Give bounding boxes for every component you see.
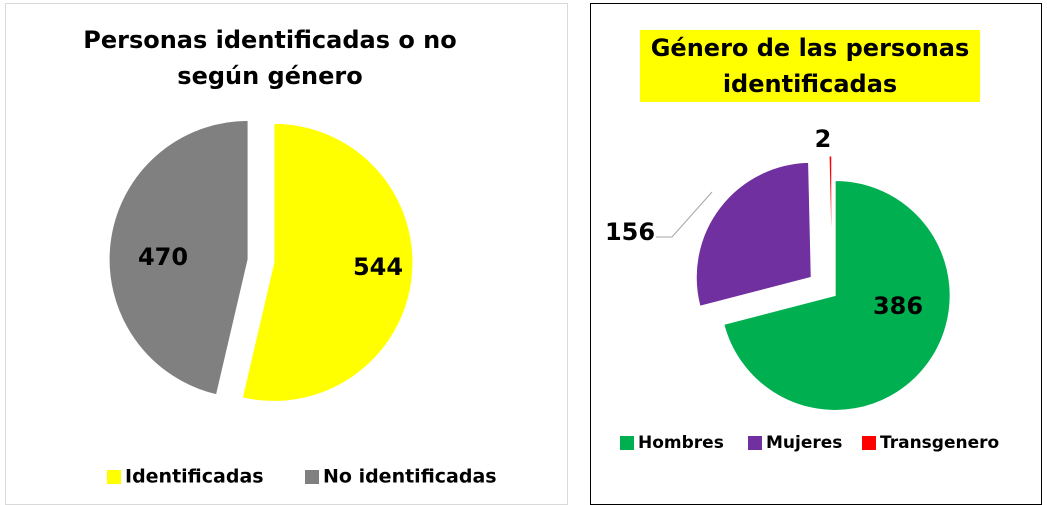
pie-slice bbox=[241, 122, 414, 402]
legend-label: Identificadas bbox=[125, 466, 264, 488]
pie-slice bbox=[108, 119, 249, 396]
legend-label: Transgenero bbox=[880, 433, 999, 453]
legend-swatch bbox=[620, 436, 634, 450]
chart-title: Personas identificadas o no según género bbox=[83, 26, 457, 90]
leader-line bbox=[656, 191, 713, 238]
data-label: 470 bbox=[138, 243, 188, 271]
legend-label: Hombres bbox=[638, 433, 724, 453]
data-label: 156 bbox=[605, 218, 655, 246]
legend-swatch bbox=[748, 436, 762, 450]
legend-label: No identificadas bbox=[323, 466, 497, 488]
legend-swatch bbox=[862, 436, 876, 450]
legend-swatch bbox=[107, 470, 121, 484]
pie-slice bbox=[828, 155, 833, 272]
data-label: 386 bbox=[873, 292, 923, 320]
pie-slice bbox=[723, 179, 951, 411]
legend-swatch bbox=[305, 470, 319, 484]
legend-label: Mujeres bbox=[766, 433, 842, 453]
chart-title: Género de las personas identificadas bbox=[640, 30, 980, 102]
data-label: 2 bbox=[815, 125, 832, 153]
data-label: 544 bbox=[353, 253, 403, 281]
pie-slice bbox=[695, 161, 812, 307]
